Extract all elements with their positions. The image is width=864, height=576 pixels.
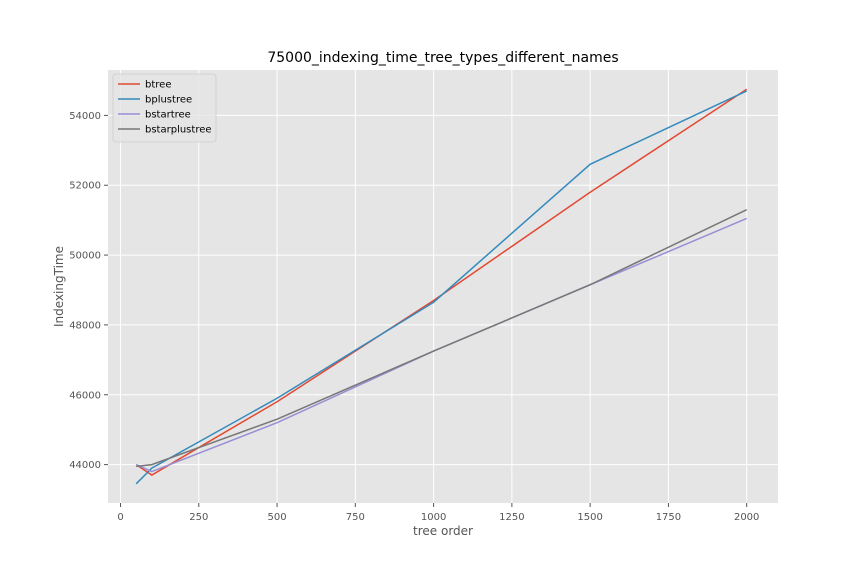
x-tick-label: 1000 xyxy=(421,512,446,523)
series-line-bstartree xyxy=(135,217,747,473)
legend-label-bstartree: bstartree xyxy=(145,110,191,121)
x-tick-label: 2000 xyxy=(734,512,759,523)
legend: btree bplustree bstartree bstarplustree xyxy=(112,73,217,143)
x-tick-label: 750 xyxy=(346,512,365,523)
x-tick-label: 1500 xyxy=(577,512,602,523)
legend-label-bplustree: bplustree xyxy=(145,95,192,106)
x-axis-label: tree order xyxy=(413,524,473,538)
series-lines xyxy=(135,88,748,485)
y-axis-label: IndexingTime xyxy=(52,246,66,327)
x-tick-label: 500 xyxy=(268,512,287,523)
y-tick-label: 46000 xyxy=(69,390,101,401)
x-tick-label: 1750 xyxy=(656,512,681,523)
series-line-bstarplustree xyxy=(136,209,748,468)
x-tick-label: 1250 xyxy=(499,512,524,523)
y-tick-label: 48000 xyxy=(69,320,101,331)
y-tick-label: 52000 xyxy=(69,181,101,192)
chart-title: 75000_indexing_time_tree_types_different… xyxy=(267,50,618,66)
legend-label-bstarplustree: bstarplustree xyxy=(145,125,212,136)
x-axis-ticks: 0 250 500 750 1000 1250 1500 1750 2000 xyxy=(117,503,759,523)
y-tick-label: 54000 xyxy=(69,111,101,122)
grid xyxy=(108,70,778,503)
x-tick-label: 250 xyxy=(189,512,208,523)
x-tick-label: 0 xyxy=(117,512,123,523)
y-tick-label: 44000 xyxy=(69,460,101,471)
legend-label-btree: btree xyxy=(145,80,171,91)
legend-box xyxy=(112,73,217,143)
y-tick-label: 50000 xyxy=(69,251,101,262)
y-axis-ticks: 44000 46000 48000 50000 52000 54000 xyxy=(69,111,108,471)
